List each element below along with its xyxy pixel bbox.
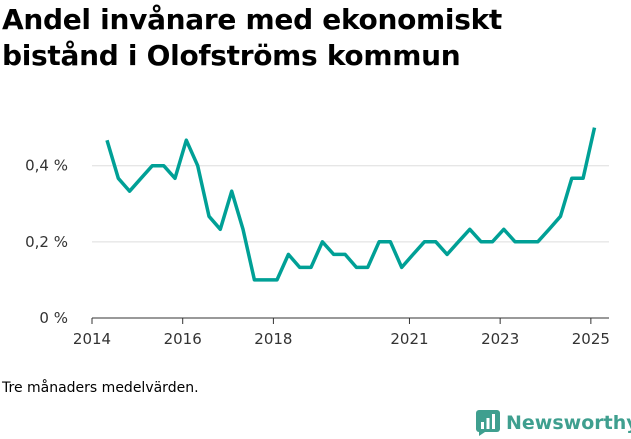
- chart-note: Tre månaders medelvärden.: [2, 380, 199, 396]
- y-tick-label: 0 %: [39, 309, 68, 327]
- x-tick-label: 2021: [390, 330, 428, 348]
- x-tick-labels: 2014 2016 2018 2021 2023 2025: [73, 330, 610, 348]
- x-axis: [91, 317, 609, 324]
- brand-name: Newsworthy: [506, 412, 631, 434]
- x-tick-label: 2014: [73, 330, 111, 348]
- x-tick-label: 2016: [164, 330, 202, 348]
- y-tick-labels: 0 % 0,2 % 0,4 %: [25, 157, 68, 327]
- series-layer: [105, 127, 597, 282]
- x-tick-label: 2025: [572, 330, 610, 348]
- chart-title: Andel invånare med ekonomiskt bistånd i …: [2, 3, 503, 72]
- series-line: [105, 127, 597, 282]
- y-tick-label: 0,4 %: [25, 157, 68, 175]
- grid-lines: [92, 165, 609, 243]
- brand-logo: Newsworthy: [476, 408, 631, 438]
- y-tick-label: 0,2 %: [25, 233, 68, 251]
- bar-chart-icon: [476, 410, 500, 436]
- x-tick-label: 2023: [481, 330, 519, 348]
- x-tick-label: 2018: [254, 330, 292, 348]
